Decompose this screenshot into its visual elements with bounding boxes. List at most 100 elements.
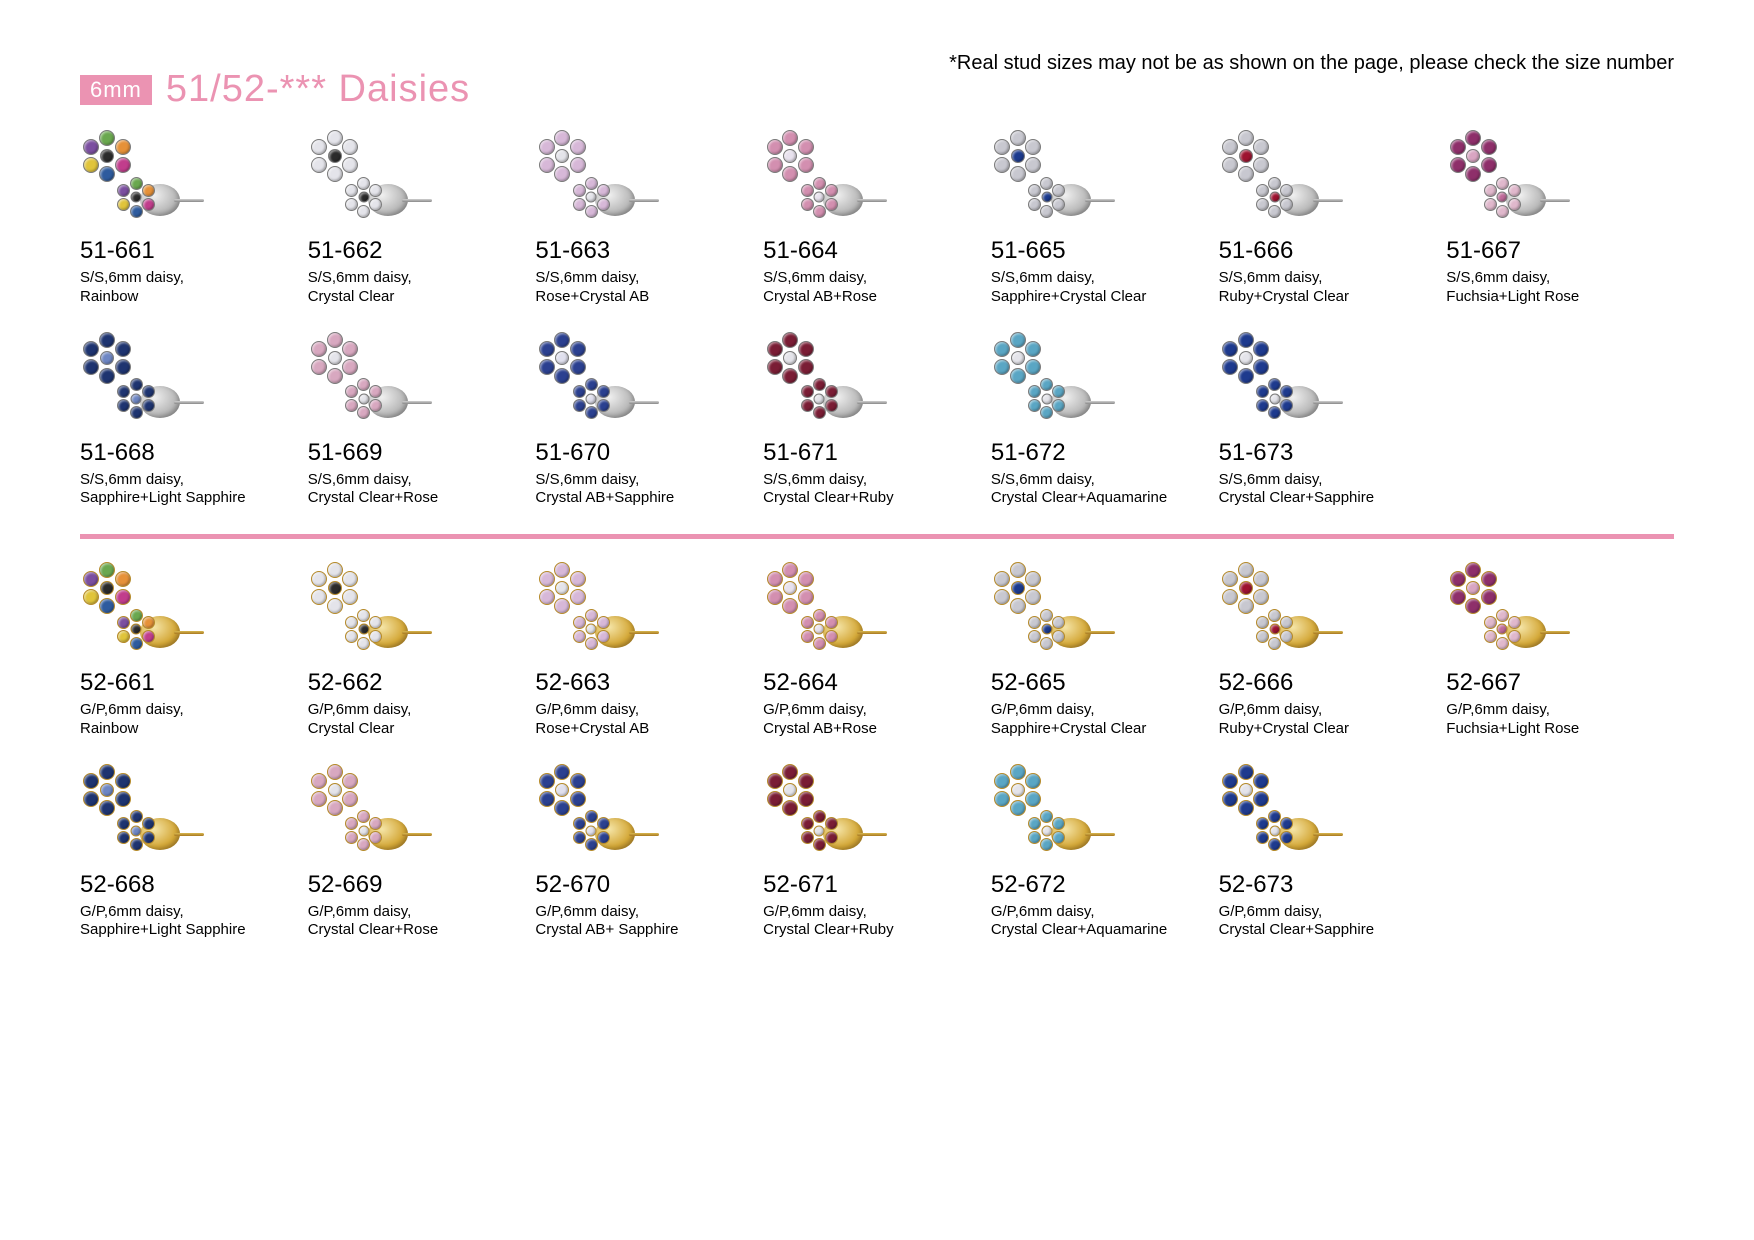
product-description: G/P,6mm daisy,Sapphire+Light Sapphire — [80, 903, 280, 941]
product-item: 52-661G/P,6mm daisy,Rainbow — [80, 561, 300, 739]
daisy-flower-icon — [1253, 607, 1297, 651]
product-sku: 51-673 — [1219, 439, 1439, 467]
product-description: G/P,6mm daisy,Crystal AB+ Sapphire — [535, 903, 735, 941]
product-item: 51-664S/S,6mm daisy,Crystal AB+Rose — [763, 129, 983, 307]
product-item: 52-670 G/P,6mm daisy,Crystal AB+ Sapphire — [535, 763, 755, 941]
product-item: 51-669 S/S,6mm daisy,Crystal Clear+Rose — [308, 331, 528, 509]
product-sku: 52-666 — [1219, 669, 1439, 697]
product-description: G/P,6mm daisy,Crystal Clear+Ruby — [763, 903, 963, 941]
empty-cell — [1446, 763, 1666, 941]
product-sku: 51-670 — [535, 439, 755, 467]
daisy-flower-icon — [114, 377, 158, 421]
product-sku: 51-672 — [991, 439, 1211, 467]
product-description: S/S,6mm daisy,Crystal AB+Sapphire — [535, 471, 735, 509]
product-item: 51-672S/S,6mm daisy,Crystal Clear+Aquama… — [991, 331, 1211, 509]
product-sku: 52-665 — [991, 669, 1211, 697]
daisy-flower-icon — [1253, 175, 1297, 219]
product-sku: 51-661 — [80, 237, 300, 265]
product-image — [991, 561, 1131, 661]
product-image — [763, 763, 903, 863]
product-image — [763, 129, 903, 229]
product-image — [535, 331, 675, 431]
product-image — [991, 331, 1131, 431]
product-image — [80, 129, 220, 229]
product-sku: 51-669 — [308, 439, 528, 467]
size-disclaimer: *Real stud sizes may not be as shown on … — [949, 52, 1674, 75]
product-description: G/P,6mm daisy,Rose+Crystal AB — [535, 701, 735, 739]
page-title: 51/52-*** Daisies — [166, 68, 470, 111]
product-sku: 51-666 — [1219, 237, 1439, 265]
daisy-flower-icon — [569, 377, 613, 421]
daisy-flower-icon — [797, 607, 841, 651]
daisy-flower-icon — [1025, 377, 1069, 421]
product-description: S/S,6mm daisy,Crystal Clear+Rose — [308, 471, 508, 509]
product-image — [763, 561, 903, 661]
product-sku: 52-664 — [763, 669, 983, 697]
product-item: 52-672 G/P,6mm daisy,Crystal Clear+Aquama… — [991, 763, 1211, 941]
product-image — [308, 763, 448, 863]
product-item: 51-663S/S,6mm daisy,Rose+Crystal AB — [535, 129, 755, 307]
daisy-flower-icon — [797, 809, 841, 853]
product-sku: 52-672 — [991, 871, 1211, 899]
product-image — [308, 331, 448, 431]
daisy-flower-icon — [342, 377, 386, 421]
product-sku: 52-673 — [1219, 871, 1439, 899]
product-image — [535, 129, 675, 229]
product-sku: 51-664 — [763, 237, 983, 265]
product-sku: 51-668 — [80, 439, 300, 467]
product-item: 51-665S/S,6mm daisy,Sapphire+Crystal Cle… — [991, 129, 1211, 307]
product-item: 51-661S/S,6mm daisy,Rainbow — [80, 129, 300, 307]
daisy-flower-icon — [569, 607, 613, 651]
product-description: S/S,6mm daisy,Crystal Clear — [308, 269, 508, 307]
product-image — [763, 331, 903, 431]
product-item: 52-668G/P,6mm daisy,Sapphire+Light Sapph… — [80, 763, 300, 941]
product-item: 52-671 G/P,6mm daisy,Crystal Clear+Ruby — [763, 763, 983, 941]
product-sku: 52-663 — [535, 669, 755, 697]
product-item: 52-663 G/P,6mm daisy,Rose+Crystal AB — [535, 561, 755, 739]
product-description: G/P,6mm daisy,Ruby+Crystal Clear — [1219, 701, 1419, 739]
product-image — [80, 561, 220, 661]
product-image — [1446, 561, 1586, 661]
daisy-flower-icon — [342, 607, 386, 651]
product-image — [991, 763, 1131, 863]
product-image — [991, 129, 1131, 229]
product-sku: 51-665 — [991, 237, 1211, 265]
daisy-flower-icon — [1025, 175, 1069, 219]
size-tag: 6mm — [80, 75, 152, 105]
product-description: G/P,6mm daisy,Crystal Clear+Aquamarine — [991, 903, 1191, 941]
product-description: S/S,6mm daisy,Ruby+Crystal Clear — [1219, 269, 1419, 307]
product-sku: 52-671 — [763, 871, 983, 899]
product-item: 51-667S/S,6mm daisy,Fuchsia+Light Rose — [1446, 129, 1666, 307]
product-image — [535, 763, 675, 863]
product-image — [80, 331, 220, 431]
product-image — [308, 129, 448, 229]
product-sku: 52-670 — [535, 871, 755, 899]
product-description: G/P,6mm daisy,Fuchsia+Light Rose — [1446, 701, 1646, 739]
product-image — [1446, 129, 1586, 229]
daisy-flower-icon — [797, 175, 841, 219]
product-image — [1219, 561, 1359, 661]
product-item: 52-664 G/P,6mm daisy,Crystal AB+Rose — [763, 561, 983, 739]
product-item: 51-668S/S,6mm daisy,Sapphire+Light Sapph… — [80, 331, 300, 509]
product-item: 52-665 G/P,6mm daisy,Sapphire+Crystal Cle… — [991, 561, 1211, 739]
daisy-flower-icon — [1025, 809, 1069, 853]
product-item: 51-666 S/S,6mm daisy,Ruby+Crystal Clear — [1219, 129, 1439, 307]
product-section: 51-661S/S,6mm daisy,Rainbow51-662S/S,6mm… — [80, 129, 1674, 508]
product-description: S/S,6mm daisy,Crystal Clear+Ruby — [763, 471, 963, 509]
daisy-flower-icon — [1253, 809, 1297, 853]
product-sku: 52-662 — [308, 669, 528, 697]
product-description: G/P,6mm daisy,Crystal AB+Rose — [763, 701, 963, 739]
product-sku: 52-667 — [1446, 669, 1666, 697]
product-item: 51-673S/S,6mm daisy,Crystal Clear+Sapphi… — [1219, 331, 1439, 509]
product-image — [1219, 331, 1359, 431]
product-description: G/P,6mm daisy,Sapphire+Crystal Clear — [991, 701, 1191, 739]
product-sku: 52-669 — [308, 871, 528, 899]
daisy-flower-icon — [797, 377, 841, 421]
daisy-flower-icon — [1025, 607, 1069, 651]
product-item: 52-673G/P,6mm daisy,Crystal Clear+Sapphi… — [1219, 763, 1439, 941]
product-description: S/S,6mm daisy,Fuchsia+Light Rose — [1446, 269, 1646, 307]
daisy-flower-icon — [569, 175, 613, 219]
daisy-flower-icon — [114, 809, 158, 853]
product-image — [80, 763, 220, 863]
section-divider — [80, 534, 1674, 539]
